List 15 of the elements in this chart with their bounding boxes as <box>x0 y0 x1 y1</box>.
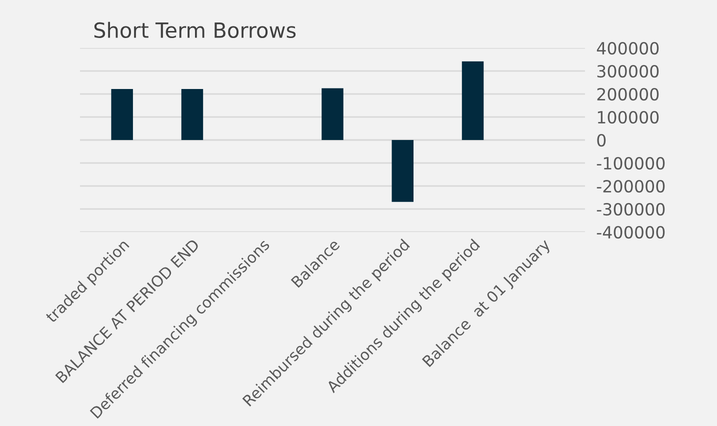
y-tick-label: 0 <box>597 134 606 147</box>
chart-title: Short Term Borrows <box>94 22 296 38</box>
y-tick-label: -400000 <box>596 226 665 239</box>
y-tick-label: 300000 <box>597 64 659 78</box>
y-tick-label: 400000 <box>596 42 659 55</box>
bar <box>181 88 204 140</box>
bar <box>462 61 484 140</box>
y-tick-label: 200000 <box>597 88 659 101</box>
bar <box>111 88 133 140</box>
y-tick-label: -300000 <box>596 202 665 216</box>
y-tick-label: 100000 <box>598 110 659 124</box>
bar <box>322 88 344 140</box>
bar <box>392 140 414 202</box>
y-tick-label: -200000 <box>596 180 665 193</box>
y-tick-label: -100000 <box>596 156 665 170</box>
